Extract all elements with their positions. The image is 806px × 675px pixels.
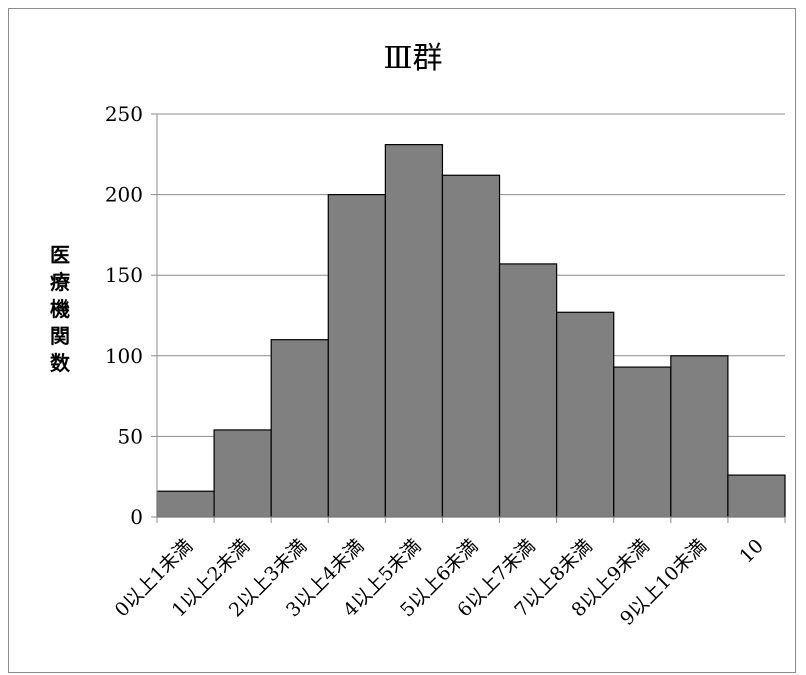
bar bbox=[270, 339, 329, 518]
bar bbox=[327, 194, 386, 518]
bar bbox=[613, 366, 672, 518]
bars bbox=[156, 144, 786, 518]
bar bbox=[213, 429, 272, 518]
bar bbox=[384, 144, 444, 518]
bar bbox=[556, 311, 615, 518]
bar bbox=[156, 490, 215, 518]
chart-title: Ⅲ群 bbox=[384, 41, 443, 76]
bar bbox=[441, 174, 501, 518]
y-axis-label: 医療機関数 bbox=[50, 243, 71, 375]
x-category-labels: 0以上1未満1以上2未満2以上3未満3以上4未満4以上5未満5以上6未満6以上7… bbox=[111, 535, 768, 630]
y-tick-label: 250 bbox=[105, 102, 143, 126]
y-tick-label: 0 bbox=[130, 505, 143, 529]
x-category-label: 10 bbox=[735, 535, 768, 568]
y-tick-label: 200 bbox=[105, 183, 143, 207]
y-tick-label: 50 bbox=[118, 424, 143, 448]
y-tick-label: 150 bbox=[105, 263, 143, 287]
bar bbox=[498, 263, 558, 518]
axes bbox=[156, 114, 786, 523]
y-tick-label: 100 bbox=[105, 344, 143, 368]
bar bbox=[670, 355, 729, 518]
bar bbox=[727, 474, 786, 518]
y-tick-labels: 0 50 100 150 200 250 bbox=[105, 102, 143, 529]
